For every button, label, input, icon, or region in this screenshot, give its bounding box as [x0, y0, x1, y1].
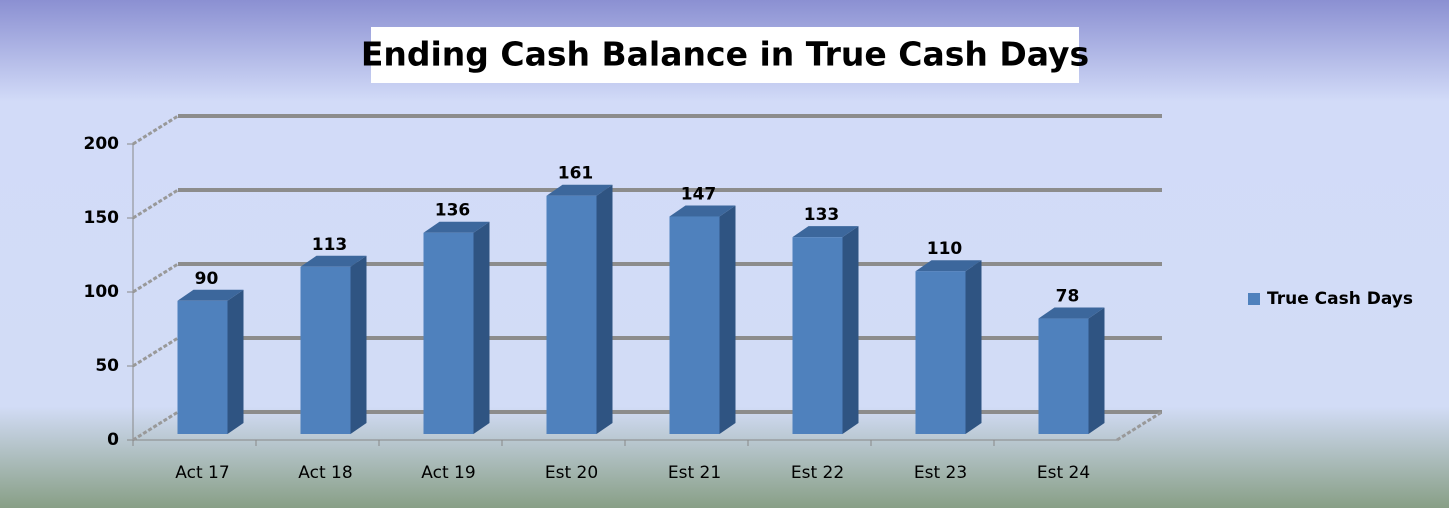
y-tick-label: 0	[107, 430, 119, 450]
x-tick-label: Est 20	[545, 463, 598, 483]
y-tick-label: 50	[95, 356, 119, 376]
bar	[423, 221, 490, 434]
bar	[915, 260, 982, 434]
bar-top	[669, 205, 736, 217]
grid-side	[132, 336, 179, 368]
bar-side	[227, 289, 244, 434]
title-box	[371, 27, 1079, 83]
grid-side	[132, 262, 179, 294]
bar-top	[546, 184, 613, 196]
bar-side	[965, 260, 982, 434]
bar-top	[423, 221, 490, 233]
bar-front	[669, 216, 720, 434]
bar-top	[1038, 307, 1105, 319]
y-tick-label: 150	[84, 208, 120, 228]
x-tick-label: Act 19	[421, 463, 475, 483]
bar-front	[1038, 318, 1089, 434]
x-tick-label: Est 21	[668, 463, 721, 483]
grid-side	[132, 188, 179, 220]
bar-side	[473, 221, 490, 434]
bar-top	[915, 260, 982, 272]
x-tick-label: Est 23	[914, 463, 967, 483]
bar-side	[719, 205, 736, 434]
bar-side	[596, 184, 613, 434]
bar-front	[546, 195, 597, 434]
x-tick-label: Act 18	[298, 463, 352, 483]
bar	[546, 184, 613, 434]
grid-side	[132, 410, 179, 442]
bar-front	[177, 300, 228, 434]
x-tick-label: Est 24	[1037, 463, 1090, 483]
bar-top	[792, 226, 859, 238]
x-tick-label: Est 22	[791, 463, 844, 483]
data-label: 78	[1056, 287, 1080, 307]
bar	[792, 226, 859, 434]
bar-top	[300, 255, 367, 267]
legend-swatch	[1248, 293, 1260, 305]
data-label: 136	[435, 201, 471, 221]
bar-front	[792, 237, 843, 434]
bar	[300, 255, 367, 434]
bar-front	[423, 232, 474, 434]
data-label: 147	[681, 184, 717, 204]
grid-side	[132, 114, 179, 146]
data-label: 110	[927, 239, 963, 259]
bar-side	[1088, 307, 1105, 434]
data-label: 161	[558, 164, 594, 184]
bar-front	[300, 266, 351, 434]
bar	[1038, 307, 1105, 434]
y-tick-label: 200	[84, 134, 120, 154]
bar-side	[350, 255, 367, 434]
floor-edge	[1116, 410, 1163, 442]
legend-label: True Cash Days	[1267, 289, 1413, 309]
y-tick-label: 100	[84, 282, 120, 302]
bar	[669, 205, 736, 434]
bar-side	[842, 226, 859, 434]
bar-front	[915, 271, 966, 434]
chart-title: Ending Cash Balance in True Cash Days	[361, 35, 1089, 74]
bar	[177, 289, 244, 434]
data-label: 133	[804, 205, 840, 225]
bar-top	[177, 289, 244, 301]
x-tick-label: Act 17	[175, 463, 229, 483]
data-label: 113	[312, 235, 348, 255]
data-label: 90	[195, 269, 219, 289]
